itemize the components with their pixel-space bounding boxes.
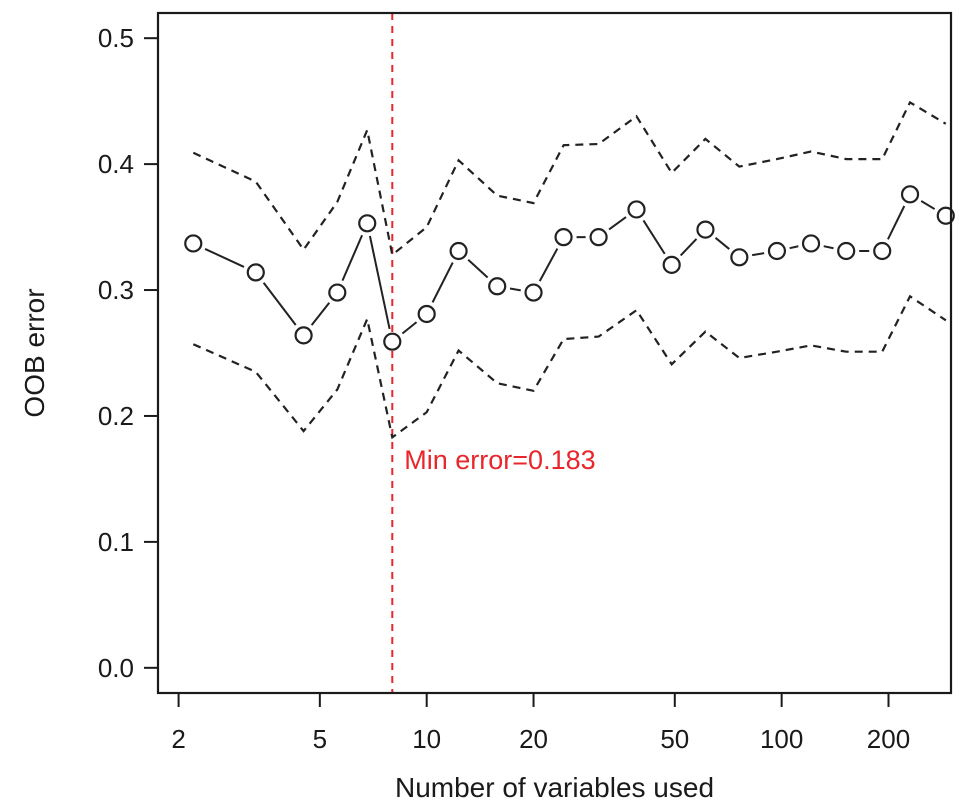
error-line-segment (401, 321, 418, 335)
error-line-segment (310, 302, 331, 326)
min-error-annotation: Min error=0.183 (404, 445, 595, 475)
y-tick-label: 0.4 (98, 149, 134, 179)
error-line-segment (538, 248, 559, 282)
error-point (358, 214, 377, 233)
x-tick-label: 20 (519, 724, 548, 754)
x-tick-label: 2 (171, 724, 185, 754)
error-line-segment (642, 219, 666, 255)
series-points-layer (184, 185, 955, 351)
error-point (488, 277, 507, 296)
x-tick-label: 10 (412, 724, 441, 754)
x-axis: 2 5 10 20 50 100 200 (171, 693, 910, 754)
error-point (662, 255, 681, 274)
error-point (589, 228, 608, 247)
error-point (524, 283, 543, 302)
error-line-segment (751, 252, 765, 257)
error-line-segment (509, 287, 521, 292)
error-point (696, 220, 715, 239)
error-line-segment (823, 245, 834, 250)
error-line-segment (887, 205, 906, 240)
error-point (383, 332, 402, 351)
error-line-segment (204, 248, 245, 268)
error-point (627, 200, 646, 219)
error-point (936, 206, 955, 225)
x-tick-label: 5 (313, 724, 327, 754)
error-point (246, 263, 265, 282)
y-axis-title: OOB error (19, 288, 50, 417)
upper-bound-line (192, 100, 947, 257)
error-line-segment (262, 282, 297, 326)
series-lines-layer (192, 100, 947, 440)
plot-frame (156, 11, 953, 695)
x-axis-title: Number of variables used (395, 772, 714, 803)
error-line-segment (368, 235, 391, 330)
error-line-segment (608, 216, 627, 231)
error-point (837, 241, 856, 261)
error-point (328, 283, 347, 302)
error-point (449, 241, 468, 261)
error-line-segment (467, 259, 489, 279)
error-line-segment (679, 238, 698, 257)
error-line-segment (920, 200, 936, 210)
error-line-segment (431, 262, 454, 303)
error-point (417, 304, 436, 324)
x-tick-label: 100 (760, 724, 803, 754)
error-point (554, 228, 573, 247)
x-tick-label: 200 (867, 724, 910, 754)
y-tick-label: 0.5 (98, 23, 134, 53)
error-line-segment (341, 234, 363, 282)
y-tick-label: 0.2 (98, 401, 134, 431)
error-point (900, 185, 920, 204)
error-point (294, 326, 313, 345)
y-tick-label: 0.3 (98, 275, 134, 305)
error-point (767, 241, 787, 261)
y-tick-label: 0.0 (98, 653, 134, 683)
error-line-segment (789, 245, 799, 250)
error-point (730, 248, 749, 267)
x-tick-label: 50 (660, 724, 689, 754)
y-axis: 0.0 0.1 0.2 0.3 0.4 0.5 (98, 23, 158, 683)
error-line-segment (714, 237, 730, 250)
error-point (801, 234, 821, 253)
lower-bound-line (192, 294, 947, 440)
error-point (873, 241, 892, 261)
y-tick-label: 0.1 (98, 527, 134, 557)
error-point (184, 234, 203, 253)
